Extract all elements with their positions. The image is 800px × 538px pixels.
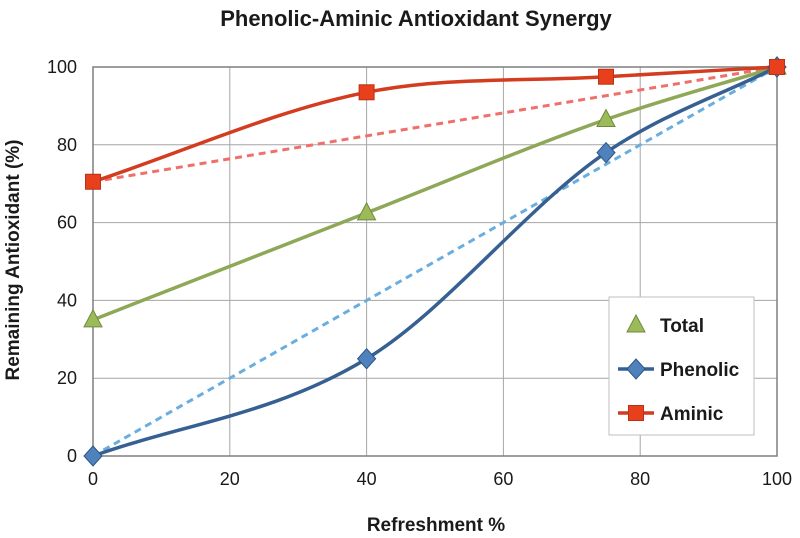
aminic-point (358, 84, 375, 101)
x-tick-label: 100 (762, 469, 792, 489)
plot-area-border (92, 66, 778, 457)
phenolic-line (91, 65, 779, 458)
x-tick-label: 40 (357, 469, 377, 489)
phenolic-point (356, 348, 377, 370)
legend: Total Phenolic Aminic (608, 296, 755, 436)
series-lines (91, 65, 779, 458)
legend-marker-phenolic (626, 358, 646, 380)
y-tick-label: 80 (57, 135, 77, 155)
legend-label-total: Total (660, 316, 704, 337)
x-tick-label: 20 (220, 469, 240, 489)
aminic-point (85, 173, 101, 190)
phenolic-point (596, 141, 616, 164)
aminic-point (769, 59, 785, 75)
y-axis-title: Remaining Antioxidant (%) (3, 139, 24, 380)
aminic-line (91, 65, 779, 184)
reference-lines (92, 65, 778, 458)
legend-marker-aminic (628, 405, 644, 421)
x-tick-label: 60 (493, 469, 513, 489)
x-tick-label: 80 (630, 469, 650, 489)
total-point (356, 201, 377, 221)
y-tick-label: 0 (67, 446, 77, 466)
y-tick-label: 60 (57, 213, 77, 233)
reference-line (92, 65, 778, 184)
legend-label-aminic: Aminic (660, 404, 724, 425)
total-point (596, 108, 616, 128)
grid (92, 66, 778, 457)
legend-marker-total (626, 313, 646, 333)
aminic-point (598, 68, 614, 85)
y-tick-label: 100 (47, 57, 77, 77)
total-line (91, 65, 779, 322)
total-point (83, 308, 103, 328)
y-tick-label: 40 (57, 290, 77, 310)
legend-label-phenolic: Phenolic (660, 360, 740, 381)
tick-labels: 0 20 40 60 80 100 0 20 40 60 80 100 (47, 57, 792, 489)
x-tick-label: 0 (88, 469, 98, 489)
y-tick-label: 20 (57, 368, 77, 388)
x-axis-title: Refreshment % (367, 515, 505, 536)
series-markers (83, 55, 787, 467)
chart-title: Phenolic-Aminic Antioxidant Synergy (220, 6, 612, 31)
phenolic-point (83, 445, 103, 467)
